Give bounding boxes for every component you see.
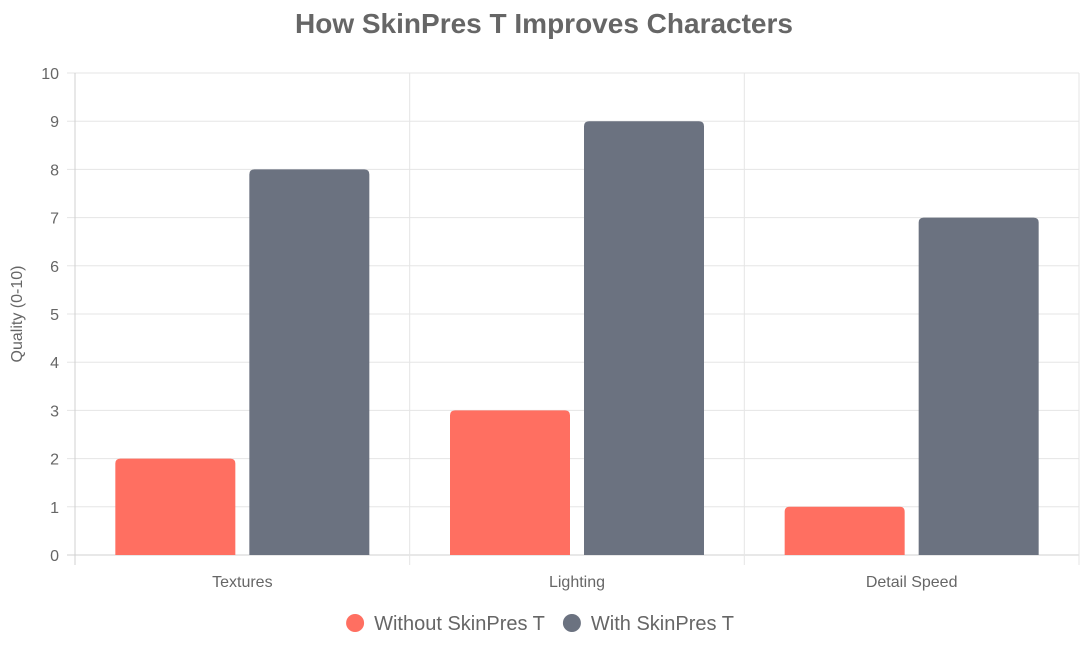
legend: Without SkinPres T With SkinPres T (346, 613, 734, 635)
y-tick-label: 1 (50, 500, 59, 517)
legend-swatch (346, 614, 365, 632)
axes: 0 1 2 3 4 5 6 7 8 9 10 Textures Lighting Detail Speed (41, 66, 957, 591)
y-tick-label: 7 (50, 211, 59, 228)
bar-without-skinpres-t-detail-speed (784, 506, 905, 555)
y-tick-label: 6 (50, 259, 59, 276)
y-tick-label: 10 (41, 66, 59, 83)
bar-without-skinpres-t-textures (115, 458, 236, 555)
legend-label: Without SkinPres T (374, 613, 545, 635)
y-tick-label: 0 (50, 548, 59, 565)
y-tick-label: 3 (50, 403, 59, 420)
bars (115, 121, 1039, 555)
bar-with-skinpres-t-lighting (584, 121, 704, 555)
bar-with-skinpres-t-detail-speed (918, 217, 1039, 555)
y-tick-label: 8 (50, 162, 59, 179)
bar-without-skinpres-t-lighting (450, 410, 570, 555)
chart-title: How SkinPres T Improves Characters (295, 8, 793, 39)
x-tick-label: Textures (212, 574, 272, 591)
y-tick-label: 5 (50, 307, 59, 324)
y-tick-label: 2 (50, 452, 59, 469)
x-tick-label: Lighting (549, 574, 605, 591)
legend-label: With SkinPres T (591, 613, 734, 635)
grid-lines (67, 72, 1080, 565)
legend-swatch (562, 614, 581, 632)
bar-with-skinpres-t-textures (249, 169, 370, 555)
y-axis-title: Quality (0-10) (9, 266, 26, 363)
y-tick-label: 4 (50, 355, 59, 372)
x-tick-label: Detail Speed (866, 574, 958, 591)
y-tick-label: 9 (50, 114, 59, 131)
